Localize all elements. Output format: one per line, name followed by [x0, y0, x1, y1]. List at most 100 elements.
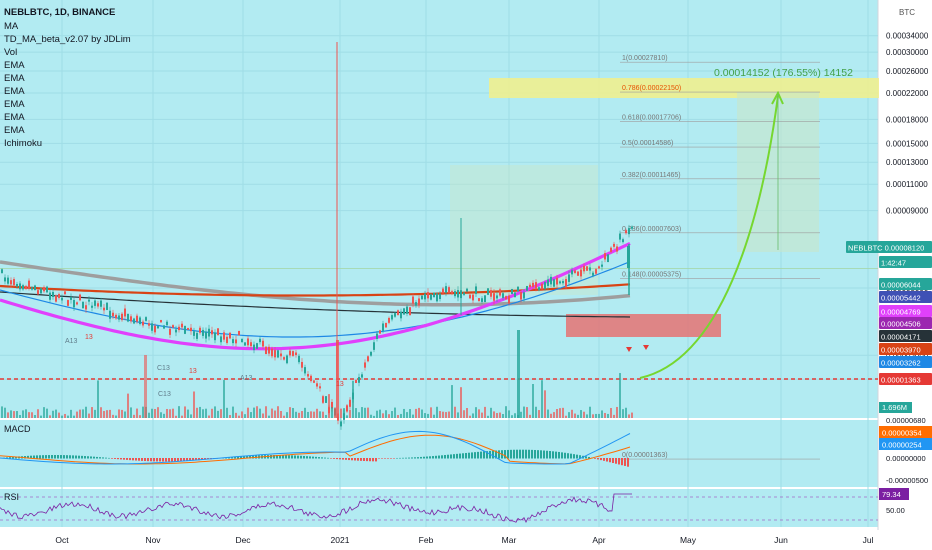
volume-bar — [70, 409, 72, 418]
price-tag-bg — [879, 305, 932, 317]
macd-pane — [0, 430, 631, 467]
volume-bar — [439, 411, 441, 418]
candle-body — [223, 332, 225, 340]
macd-histogram-bar — [504, 450, 506, 459]
candle-body — [112, 312, 114, 317]
symbol-title: NEBLBTC, 1D, BINANCE — [4, 7, 115, 18]
price-tag-bg — [879, 256, 932, 268]
indicator-ema-5[interactable]: EMA — [4, 112, 25, 123]
volume-bar — [331, 407, 333, 418]
macd-tag: 0.00000354 — [882, 429, 922, 438]
candle-body — [475, 286, 477, 294]
macd-histogram-bar — [48, 455, 50, 459]
volume-bar — [415, 408, 417, 418]
volume-bar — [217, 410, 219, 418]
macd-histogram-bar — [42, 455, 44, 459]
volume-bar — [391, 411, 393, 418]
indicator-ema-3[interactable]: EMA — [4, 86, 25, 97]
candle-body — [604, 253, 606, 260]
macd-histogram-bar — [180, 458, 182, 462]
indicator-ichimoku[interactable]: Ichimoku — [4, 138, 42, 149]
candle-body — [529, 284, 531, 288]
ema-magenta-line — [0, 241, 631, 351]
candle-body — [232, 339, 234, 344]
volume-bar — [598, 413, 600, 418]
indicator-ema-2[interactable]: EMA — [4, 73, 25, 84]
volume-bar — [310, 411, 312, 418]
indicator-ma[interactable]: MA — [4, 21, 19, 32]
volume-bar — [10, 410, 12, 418]
fib-label: 0.5(0.00014586) — [622, 140, 673, 147]
volume-bar — [508, 410, 510, 418]
macd-histogram-bar — [576, 454, 578, 459]
volume-bar-big — [336, 340, 339, 418]
candle-body — [211, 330, 213, 335]
price-tag-bg — [879, 317, 932, 329]
projection — [639, 90, 784, 379]
candle-body — [319, 386, 321, 389]
candle-body — [16, 283, 18, 287]
macd-histogram-bar — [168, 458, 170, 462]
volume-bar — [226, 407, 228, 418]
indicator-vol[interactable]: Vol — [4, 47, 17, 58]
volume-bar — [490, 407, 492, 418]
macd-histogram-bar — [81, 455, 83, 459]
volume-bar — [193, 391, 195, 418]
volume-bar — [346, 415, 348, 418]
price-tag: 0.00006044 — [881, 281, 921, 290]
candles — [1, 42, 633, 430]
macd-histogram-bar — [348, 458, 350, 461]
volume-bar — [289, 407, 291, 418]
volume-bar — [550, 413, 552, 418]
volume-bar — [244, 414, 246, 418]
macd-histogram-bar — [165, 458, 167, 462]
volume-bar — [472, 413, 474, 418]
volume-bar — [493, 411, 495, 418]
candle-body — [331, 401, 333, 409]
macd-histogram-bar — [153, 458, 155, 462]
macd-histogram-bar — [534, 449, 536, 459]
macd-line — [0, 430, 631, 465]
macd-histogram-bar — [120, 458, 122, 460]
macd-histogram-bar — [117, 458, 119, 460]
volume-bar — [49, 415, 51, 418]
macd-histogram-bar — [177, 458, 179, 462]
indicator-td-ma[interactable]: TD_MA_beta_v2.07 by JDLim — [4, 34, 131, 45]
macd-histogram-bar — [102, 457, 104, 459]
candle-body — [583, 265, 585, 272]
macd-histogram-bar — [330, 458, 332, 459]
rsi-label: RSI — [4, 492, 19, 502]
candle-body — [340, 421, 342, 427]
price-tag: 1:42:47 — [881, 259, 906, 268]
macd-histogram-bar — [570, 453, 572, 459]
price-tag: 0.00003970 — [881, 346, 921, 355]
indicator-ema-1[interactable]: EMA — [4, 60, 25, 71]
candle-body — [13, 279, 15, 286]
volume-bar — [364, 407, 366, 418]
macd-histogram-bar — [456, 453, 458, 459]
macd-histogram-bar — [171, 458, 173, 462]
volume-bar — [451, 385, 453, 418]
macd-signal-line — [0, 434, 631, 465]
macd-histogram-bar — [393, 458, 395, 459]
indicator-ema-4[interactable]: EMA — [4, 99, 25, 110]
macd-histogram-bar — [363, 458, 365, 461]
volume-bar — [283, 415, 285, 418]
volume-bar — [484, 406, 486, 418]
candle-body — [310, 375, 312, 382]
indicator-ema-6[interactable]: EMA — [4, 125, 25, 136]
candle-body — [52, 291, 54, 297]
candle-body — [625, 230, 627, 234]
volume-tag: 1.696M — [882, 403, 907, 412]
volume-bar — [394, 407, 396, 418]
volume-bar — [169, 409, 171, 418]
candle-body — [316, 383, 318, 387]
volume-bar — [565, 415, 567, 418]
volume-bar — [478, 409, 480, 418]
volume-bar — [238, 415, 240, 418]
macd-histogram-bar — [477, 451, 479, 459]
candle-body — [577, 271, 579, 276]
volume-bar — [556, 409, 558, 418]
candle-body — [307, 374, 309, 377]
